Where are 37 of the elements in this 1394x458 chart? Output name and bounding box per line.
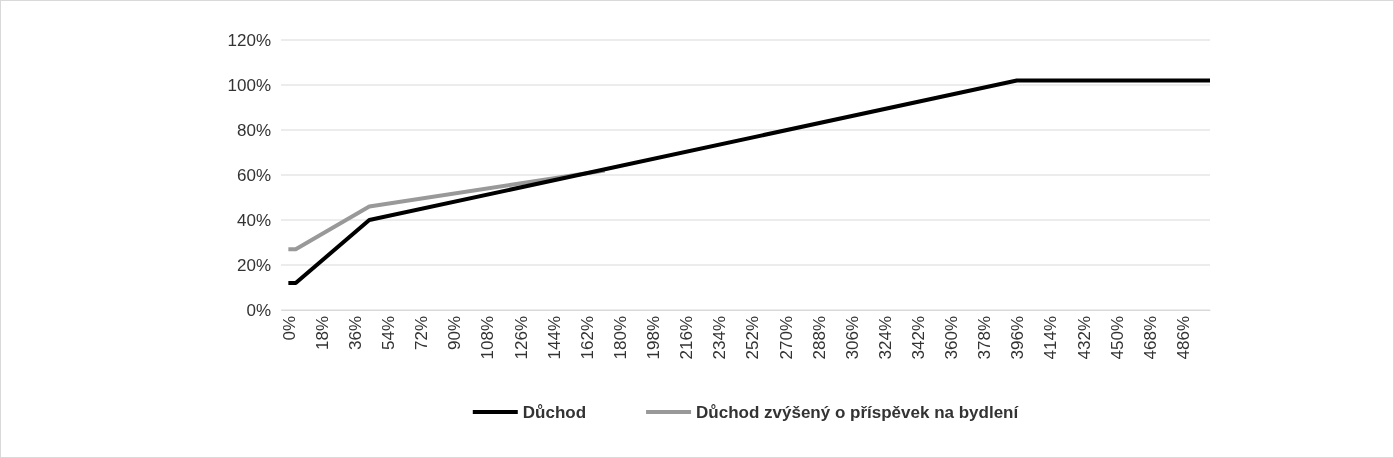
y-tick-label: 40%: [236, 210, 271, 230]
y-tick-label: 60%: [236, 165, 271, 185]
x-tick-label: 486%: [1173, 316, 1193, 360]
x-tick-label: 468%: [1140, 316, 1160, 360]
legend-label: Důchod: [522, 402, 587, 422]
x-tick-label: 414%: [1041, 316, 1061, 360]
x-tick-label: 432%: [1074, 316, 1094, 360]
legend-label: Důchod zvýšený o příspěvek na bydlení: [696, 402, 1020, 422]
x-tick-label: 54%: [379, 316, 399, 351]
x-tick-label: 90%: [445, 316, 465, 351]
x-tick-label: 342%: [908, 316, 928, 360]
x-tick-label: 108%: [478, 316, 498, 360]
x-tick-label: 18%: [312, 316, 332, 351]
y-tick-label: 100%: [227, 75, 271, 95]
x-tick-label: 36%: [346, 316, 366, 351]
x-tick-label: 270%: [776, 316, 796, 360]
x-tick-label: 450%: [1107, 316, 1127, 360]
x-tick-label: 324%: [875, 316, 895, 360]
x-tick-label: 234%: [710, 316, 730, 360]
x-tick-label: 216%: [677, 316, 697, 360]
x-tick-label: 0%: [279, 316, 299, 341]
x-tick-label: 72%: [412, 316, 432, 351]
y-tick-label: 20%: [236, 255, 271, 275]
y-tick-label: 0%: [246, 300, 271, 320]
x-tick-label: 378%: [975, 316, 995, 360]
x-tick-label: 162%: [577, 316, 597, 360]
x-tick-label: 306%: [842, 316, 862, 360]
y-tick-label: 120%: [227, 30, 271, 50]
x-tick-label: 180%: [610, 316, 630, 360]
x-tick-label: 198%: [644, 316, 664, 360]
x-tick-label: 288%: [809, 316, 829, 360]
y-tick-label: 80%: [236, 120, 271, 140]
x-tick-label: 144%: [544, 316, 564, 360]
x-tick-label: 360%: [942, 316, 962, 360]
x-tick-label: 252%: [743, 316, 763, 360]
x-tick-label: 126%: [511, 316, 531, 360]
x-tick-label: 396%: [1008, 316, 1028, 360]
